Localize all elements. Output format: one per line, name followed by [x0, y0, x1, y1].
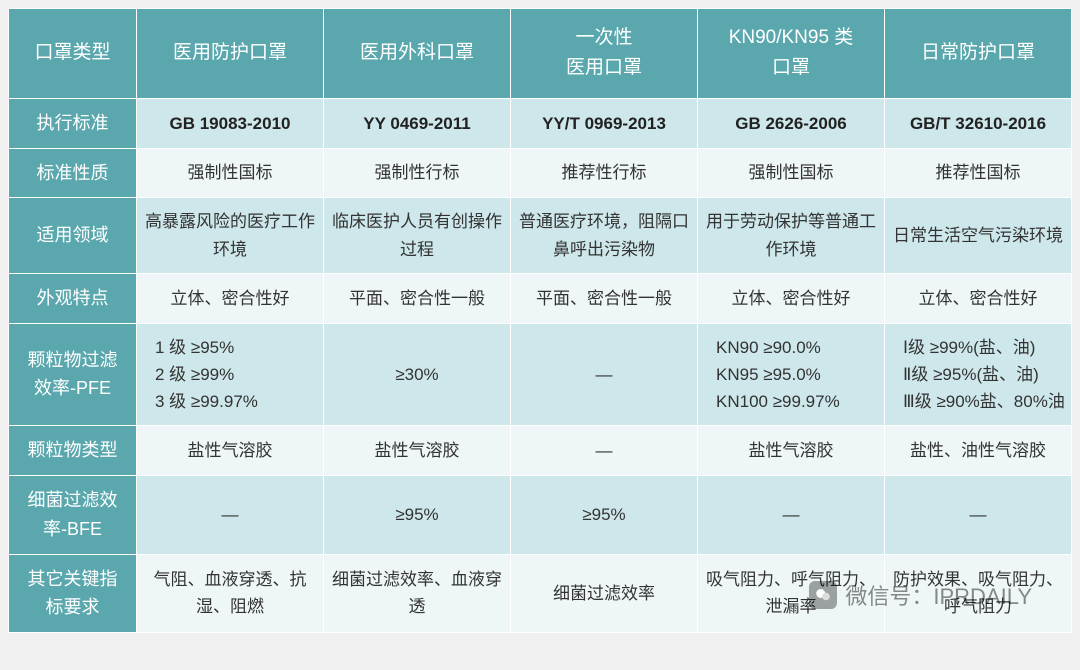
- table-row: 适用领域 高暴露风险的医疗工作环境 临床医护人员有创操作过程 普通医疗环境，阻隔…: [9, 198, 1072, 273]
- cell: 平面、密合性一般: [511, 273, 698, 323]
- cell: 盐性气溶胶: [324, 426, 511, 476]
- cell: —: [511, 426, 698, 476]
- cell: 平面、密合性一般: [324, 273, 511, 323]
- cell: 盐性气溶胶: [137, 426, 324, 476]
- col-header: 医用防护口罩: [137, 9, 324, 99]
- cell: 强制性行标: [324, 148, 511, 198]
- cell: 防护效果、吸气阻力、呼气阻力: [885, 554, 1072, 633]
- cell: 强制性国标: [137, 148, 324, 198]
- col-header: 口罩类型: [9, 9, 137, 99]
- cell: KN90 ≥90.0% KN95 ≥95.0% KN100 ≥99.97%: [698, 323, 885, 426]
- row-label: 其它关键指 标要求: [9, 554, 137, 633]
- table-row: 颗粒物过滤 效率-PFE 1 级 ≥95% 2 级 ≥99% 3 级 ≥99.9…: [9, 323, 1072, 426]
- cell: Ⅰ级 ≥99%(盐、油) Ⅱ级 ≥95%(盐、油) Ⅲ级 ≥90%盐、80%油: [885, 323, 1072, 426]
- cell: —: [885, 475, 1072, 554]
- header-row: 口罩类型 医用防护口罩 医用外科口罩 一次性 医用口罩 KN90/KN95 类 …: [9, 9, 1072, 99]
- cell: GB/T 32610-2016: [885, 98, 1072, 148]
- cell: —: [698, 475, 885, 554]
- row-label: 外观特点: [9, 273, 137, 323]
- cell: GB 2626-2006: [698, 98, 885, 148]
- cell: 临床医护人员有创操作过程: [324, 198, 511, 273]
- cell: 盐性气溶胶: [698, 426, 885, 476]
- mask-standards-table: 口罩类型 医用防护口罩 医用外科口罩 一次性 医用口罩 KN90/KN95 类 …: [8, 8, 1072, 633]
- row-label: 标准性质: [9, 148, 137, 198]
- table-container: 口罩类型 医用防护口罩 医用外科口罩 一次性 医用口罩 KN90/KN95 类 …: [8, 8, 1072, 633]
- row-label: 适用领域: [9, 198, 137, 273]
- cell: YY 0469-2011: [324, 98, 511, 148]
- cell: 用于劳动保护等普通工作环境: [698, 198, 885, 273]
- cell: GB 19083-2010: [137, 98, 324, 148]
- row-label: 执行标准: [9, 98, 137, 148]
- cell: ≥95%: [511, 475, 698, 554]
- cell: ≥30%: [324, 323, 511, 426]
- cell: ≥95%: [324, 475, 511, 554]
- cell: 立体、密合性好: [885, 273, 1072, 323]
- row-label: 颗粒物过滤 效率-PFE: [9, 323, 137, 426]
- cell: 细菌过滤效率: [511, 554, 698, 633]
- cell: —: [511, 323, 698, 426]
- col-header: 医用外科口罩: [324, 9, 511, 99]
- cell: 日常生活空气污染环境: [885, 198, 1072, 273]
- col-header: KN90/KN95 类 口罩: [698, 9, 885, 99]
- table-row: 颗粒物类型 盐性气溶胶 盐性气溶胶 — 盐性气溶胶 盐性、油性气溶胶: [9, 426, 1072, 476]
- cell: 细菌过滤效率、血液穿透: [324, 554, 511, 633]
- cell: 高暴露风险的医疗工作环境: [137, 198, 324, 273]
- col-header: 日常防护口罩: [885, 9, 1072, 99]
- cell: YY/T 0969-2013: [511, 98, 698, 148]
- cell: 推荐性国标: [885, 148, 1072, 198]
- cell: 普通医疗环境，阻隔口鼻呼出污染物: [511, 198, 698, 273]
- cell: 盐性、油性气溶胶: [885, 426, 1072, 476]
- table-row: 标准性质 强制性国标 强制性行标 推荐性行标 强制性国标 推荐性国标: [9, 148, 1072, 198]
- row-label: 细菌过滤效 率-BFE: [9, 475, 137, 554]
- table-row: 其它关键指 标要求 气阻、血液穿透、抗湿、阻燃 细菌过滤效率、血液穿透 细菌过滤…: [9, 554, 1072, 633]
- cell: 推荐性行标: [511, 148, 698, 198]
- cell: 强制性国标: [698, 148, 885, 198]
- table-row: 细菌过滤效 率-BFE — ≥95% ≥95% — —: [9, 475, 1072, 554]
- table-row: 外观特点 立体、密合性好 平面、密合性一般 平面、密合性一般 立体、密合性好 立…: [9, 273, 1072, 323]
- cell: 吸气阻力、呼气阻力、泄漏率: [698, 554, 885, 633]
- cell: 立体、密合性好: [698, 273, 885, 323]
- cell: 气阻、血液穿透、抗湿、阻燃: [137, 554, 324, 633]
- row-label: 颗粒物类型: [9, 426, 137, 476]
- table-row: 执行标准 GB 19083-2010 YY 0469-2011 YY/T 096…: [9, 98, 1072, 148]
- cell: 立体、密合性好: [137, 273, 324, 323]
- cell: 1 级 ≥95% 2 级 ≥99% 3 级 ≥99.97%: [137, 323, 324, 426]
- cell: —: [137, 475, 324, 554]
- col-header: 一次性 医用口罩: [511, 9, 698, 99]
